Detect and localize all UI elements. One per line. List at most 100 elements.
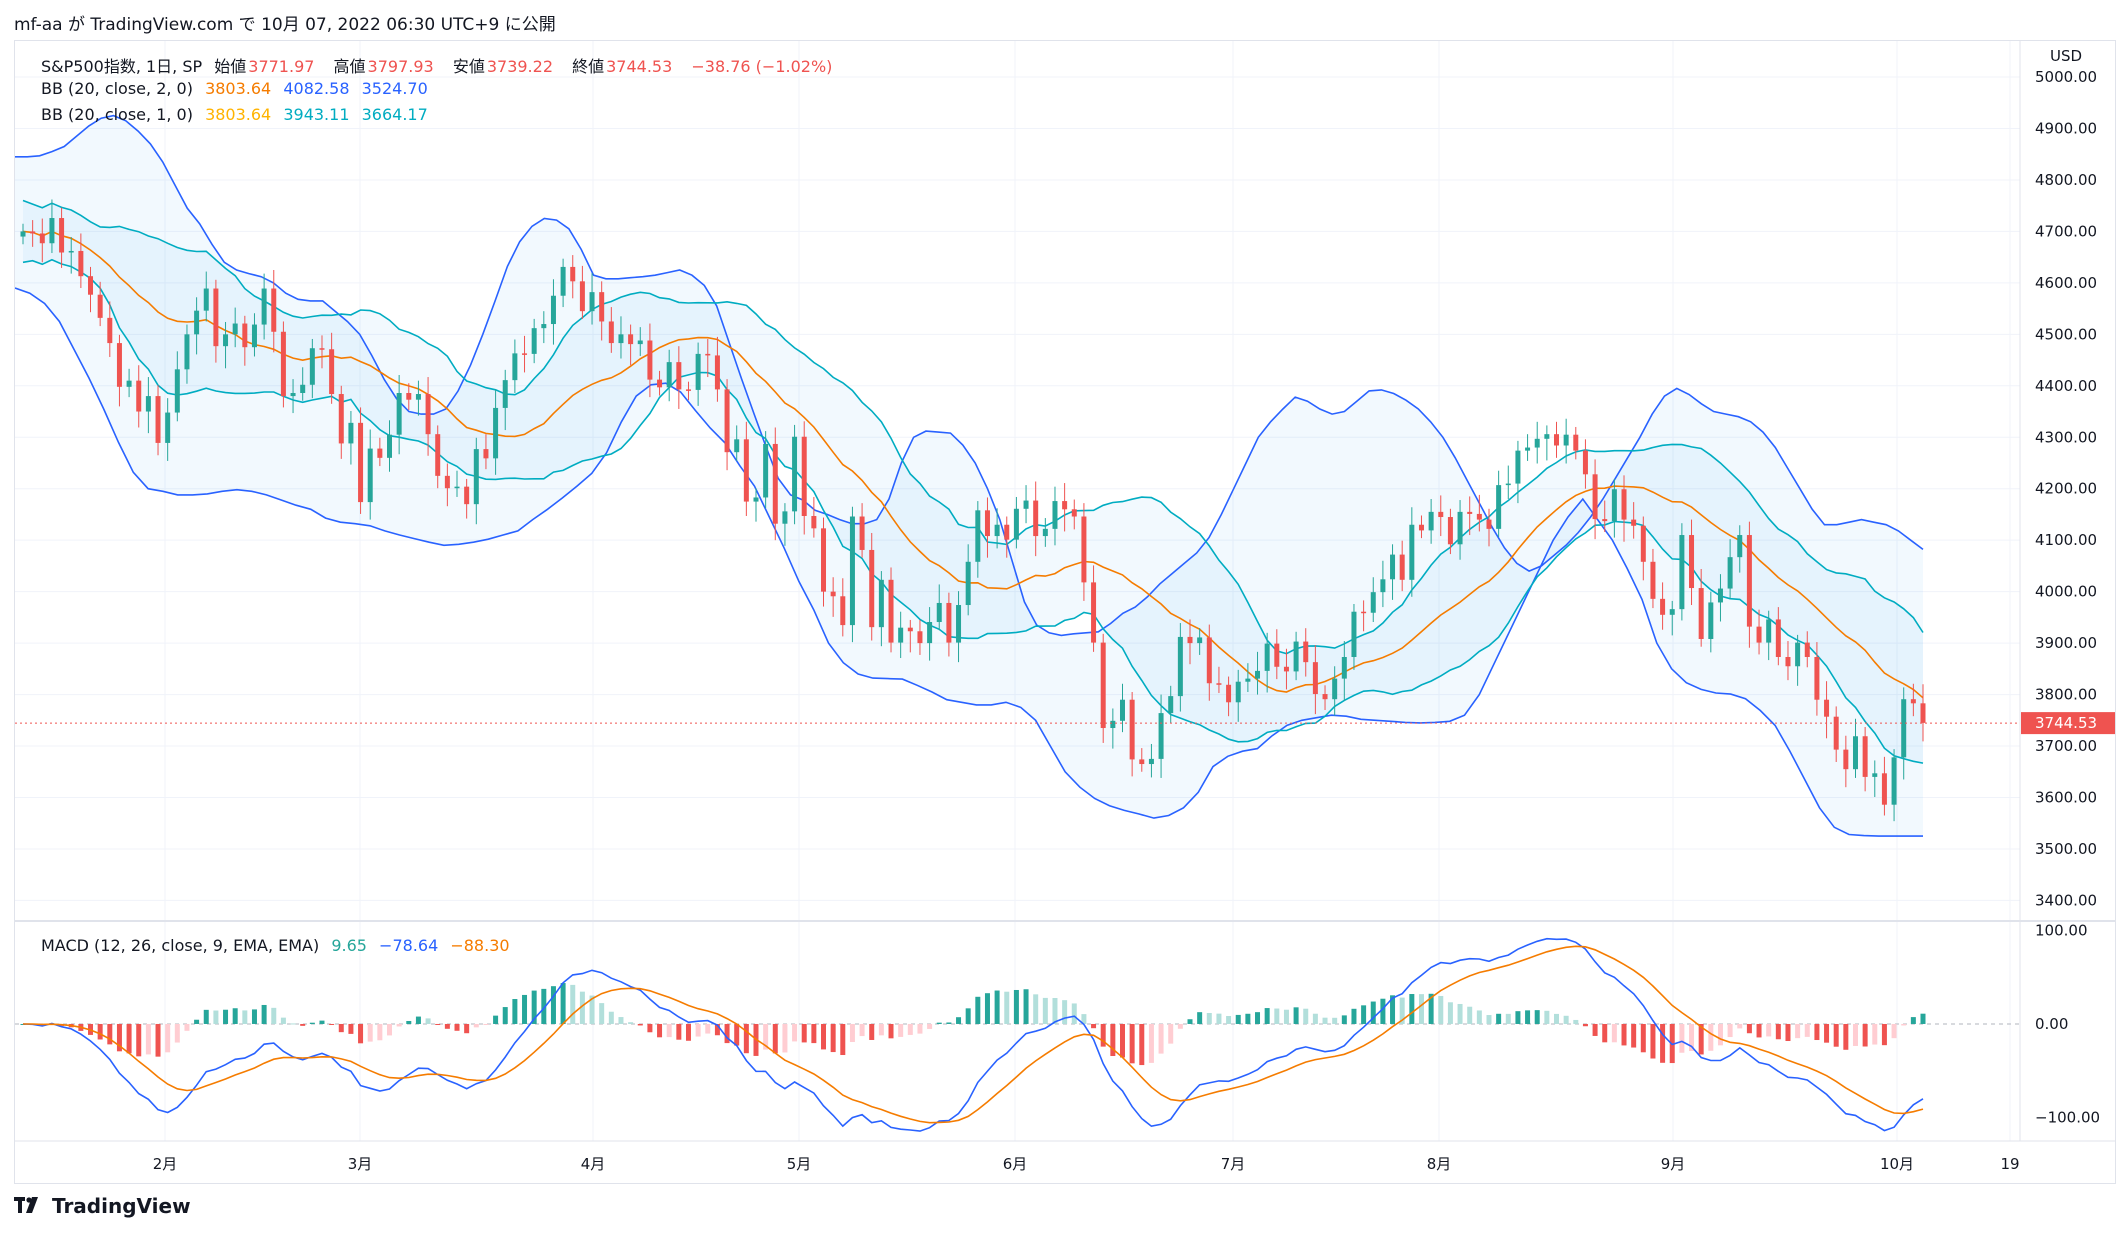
candle xyxy=(1341,641,1347,701)
macd-legend[interactable]: MACD (12, 26, close, 9, EMA, EMA) 9.65 −… xyxy=(41,936,517,955)
candle-body xyxy=(406,393,412,400)
candle xyxy=(1708,591,1714,653)
candle xyxy=(1216,666,1222,694)
tradingview-logo-icon xyxy=(14,1197,38,1213)
candle-body xyxy=(242,323,248,348)
candle xyxy=(734,425,740,461)
candle-body xyxy=(1592,474,1598,520)
candle xyxy=(145,377,151,434)
candle-body xyxy=(1814,657,1820,700)
bb2-upper-value: 4082.58 xyxy=(283,79,350,98)
candle-body xyxy=(628,334,634,345)
macd-histogram-bar xyxy=(1611,1023,1617,1043)
candle-body xyxy=(512,353,518,381)
macd-histogram-bar xyxy=(1824,1023,1830,1043)
price-tick-label: 4700.00 xyxy=(2035,222,2097,240)
candle-body xyxy=(1881,773,1887,805)
candle-body xyxy=(1660,598,1666,615)
candle-body xyxy=(1042,528,1048,537)
chart-frame[interactable]: USD 5000.00 4900.00 4800.00 4700.00 4600.00 45… xyxy=(14,40,2116,1184)
candle-body xyxy=(107,317,113,344)
macd-histogram-bar xyxy=(1795,1023,1801,1039)
price-axis-currency: USD xyxy=(2050,47,2082,65)
macd-histogram-bar xyxy=(579,991,585,1024)
close-group: 終値 3744.53 xyxy=(572,57,679,76)
candle xyxy=(1071,499,1077,530)
macd-histogram-bar xyxy=(386,1023,392,1036)
candle-body xyxy=(261,288,267,325)
candle xyxy=(367,429,373,520)
candle xyxy=(20,223,26,245)
candle-body xyxy=(483,449,489,459)
candle-body xyxy=(965,561,971,606)
candle-body xyxy=(1245,678,1251,682)
macd-histogram-bar xyxy=(329,1023,335,1025)
candle xyxy=(1582,439,1588,489)
candle-body xyxy=(1669,609,1675,615)
candle-body xyxy=(1139,759,1145,765)
candle xyxy=(502,369,508,431)
candle-body xyxy=(1843,749,1849,770)
candle-body xyxy=(1283,666,1289,672)
candle xyxy=(1004,516,1010,558)
candle xyxy=(878,571,884,647)
macd-histogram-bar xyxy=(425,1018,431,1024)
macd-histogram-bar xyxy=(1660,1023,1666,1063)
bb2-lower-value: 3524.70 xyxy=(361,79,428,98)
candle-body xyxy=(531,328,537,354)
macd-line-value: −78.64 xyxy=(379,936,439,955)
candle-body xyxy=(1119,699,1125,721)
month-label: 6月 xyxy=(1003,1155,1028,1173)
candle xyxy=(1380,560,1386,608)
candle xyxy=(300,367,306,401)
candle-body xyxy=(1631,519,1637,526)
price-chart[interactable]: USD 5000.00 4900.00 4800.00 4700.00 4600.00 45… xyxy=(15,41,2115,1183)
candle xyxy=(271,270,277,353)
tradingview-logo[interactable]: TradingView xyxy=(14,1194,191,1218)
macd-histogram-bar xyxy=(512,999,518,1024)
candle xyxy=(165,398,171,461)
macd-histogram-bar xyxy=(223,1009,229,1024)
macd-histogram-bar xyxy=(483,1023,489,1025)
macd-histogram-bar xyxy=(946,1022,952,1024)
candle xyxy=(1814,642,1820,716)
candle xyxy=(348,411,354,465)
candle xyxy=(358,407,364,514)
macd-histogram-bar xyxy=(666,1023,672,1038)
candle-body xyxy=(454,486,460,489)
macd-histogram-bar xyxy=(367,1023,373,1042)
macd-histogram-bar xyxy=(396,1023,402,1027)
candle-body xyxy=(657,379,663,388)
candle-body xyxy=(1226,684,1232,703)
low-value: 3739.22 xyxy=(486,57,553,76)
macd-histogram-bar xyxy=(126,1023,132,1054)
candle xyxy=(39,218,45,263)
candle-body xyxy=(1901,699,1907,758)
macd-tick-label: 0.00 xyxy=(2035,1015,2068,1033)
bb1-legend[interactable]: BB (20, close, 1, 0) 3803.64 3943.11 366… xyxy=(41,105,435,124)
macd-histogram-bar xyxy=(444,1023,450,1029)
candle xyxy=(1602,500,1608,532)
candle-body xyxy=(1679,535,1685,610)
candle-body xyxy=(975,510,981,562)
macd-histogram-bar xyxy=(1515,1011,1521,1024)
candle xyxy=(444,463,450,507)
candle xyxy=(772,427,778,541)
candle xyxy=(830,577,836,617)
macd-histogram-bar xyxy=(1091,1023,1097,1029)
candle xyxy=(1438,495,1444,537)
candle xyxy=(1033,481,1039,557)
candle-body xyxy=(1023,500,1029,509)
symbol-name: S&P500指数, 1日, SP xyxy=(41,57,203,76)
price-tick-label: 5000.00 xyxy=(2035,68,2097,86)
macd-histogram-bar xyxy=(878,1023,884,1036)
macd-histogram-bar xyxy=(1004,991,1010,1024)
candle xyxy=(975,501,981,578)
macd-histogram-bar xyxy=(1476,1010,1482,1024)
candle xyxy=(493,389,499,475)
macd-histogram-bar xyxy=(261,1004,267,1024)
macd-histogram-bar xyxy=(1640,1023,1646,1053)
bb2-legend[interactable]: BB (20, close, 2, 0) 3803.64 4082.58 352… xyxy=(41,79,435,98)
candle-body xyxy=(821,528,827,592)
candle-body xyxy=(1496,485,1502,529)
